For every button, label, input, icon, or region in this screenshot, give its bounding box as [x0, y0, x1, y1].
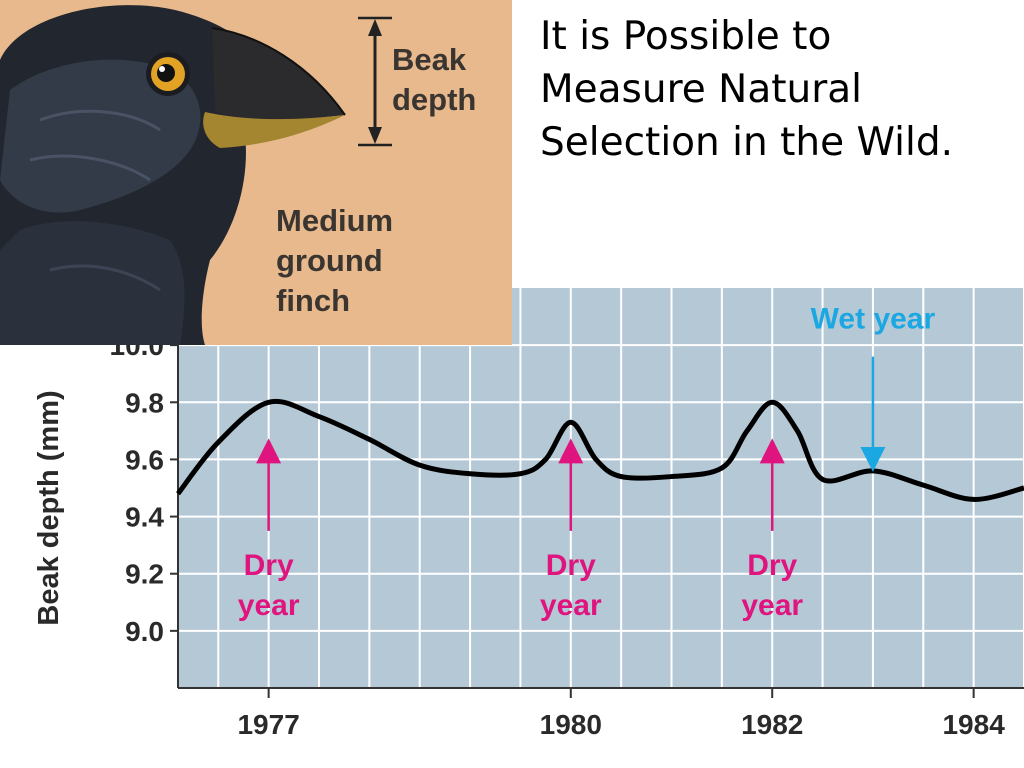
species-line: ground — [276, 243, 383, 278]
y-tick-label: 9.2 — [125, 559, 164, 590]
title-line: Selection in the Wild. — [540, 120, 954, 165]
beak-depth-line: Beak — [392, 42, 467, 77]
wet-year-label: Wet year — [811, 303, 936, 336]
y-tick-label: 9.0 — [125, 616, 164, 647]
title-line: Measure Natural — [540, 67, 862, 112]
dry-year-label: year — [238, 589, 300, 622]
y-tick-label: 9.8 — [125, 387, 164, 418]
slide-title: It is Possible to Measure Natural Select… — [540, 10, 1010, 169]
beak-depth-label: Beak depth — [392, 40, 476, 120]
dry-year-label: Dry — [244, 549, 294, 582]
species-label: Medium ground finch — [276, 201, 393, 321]
dry-year-label: Dry — [747, 549, 797, 582]
finch-illustration: Beak depth Medium ground finch — [0, 0, 512, 345]
dry-year-label: Dry — [546, 549, 596, 582]
y-axis-label: Beak depth (mm) — [33, 390, 65, 625]
x-tick-label: 1984 — [942, 709, 1005, 740]
species-line: Medium — [276, 203, 394, 238]
species-line: finch — [276, 283, 351, 318]
x-tick-label: 1982 — [741, 709, 803, 740]
finch-head-image — [0, 5, 392, 345]
x-tick-label: 1980 — [540, 709, 602, 740]
x-tick-label: 1977 — [237, 709, 299, 740]
y-tick-label: 9.4 — [125, 502, 164, 533]
data-line — [176, 398, 1024, 502]
y-tick-label: 9.6 — [125, 444, 164, 475]
title-line: It is Possible to — [540, 14, 832, 59]
dry-year-label: year — [741, 589, 803, 622]
beak-depth-line: depth — [392, 82, 477, 117]
dry-year-label: year — [540, 589, 602, 622]
